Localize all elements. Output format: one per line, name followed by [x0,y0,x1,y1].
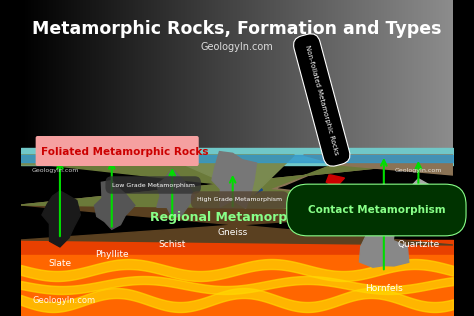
Polygon shape [156,169,195,218]
Polygon shape [222,166,245,194]
Text: GeologyIn.com: GeologyIn.com [201,42,273,52]
Text: Metamorphic Rocks, Formation and Types: Metamorphic Rocks, Formation and Types [32,20,442,38]
Text: GeologyIn.com: GeologyIn.com [395,168,442,173]
Polygon shape [176,160,263,195]
Polygon shape [51,203,70,231]
Polygon shape [394,179,434,219]
Polygon shape [164,182,183,207]
Text: Gneiss: Gneiss [218,228,248,236]
Polygon shape [326,175,349,192]
Text: Quartzite: Quartzite [397,240,439,249]
Polygon shape [21,155,294,195]
Polygon shape [42,191,81,247]
Text: Non-foliated Metamorphic Rocks: Non-foliated Metamorphic Rocks [304,45,339,155]
Text: Low Grade Metamorphism: Low Grade Metamorphism [112,183,195,187]
Text: GeologyIn.com: GeologyIn.com [32,168,79,173]
Text: Phyllite: Phyllite [95,250,128,258]
Polygon shape [372,236,396,257]
Text: Regional Metamorphism: Regional Metamorphism [150,211,320,224]
Text: Slate: Slate [48,259,72,268]
Text: High Grade Metamorphism: High Grade Metamorphism [197,198,283,203]
Text: Hornfels: Hornfels [365,284,403,293]
Polygon shape [406,191,426,210]
Text: Schist: Schist [158,240,186,249]
Polygon shape [21,205,453,245]
FancyBboxPatch shape [36,136,199,166]
Polygon shape [94,181,135,229]
Text: GeologyIn.com: GeologyIn.com [32,296,95,305]
Polygon shape [103,193,123,217]
Text: Foliated Metamorphic Rocks: Foliated Metamorphic Rocks [41,147,209,157]
Polygon shape [359,225,409,267]
Polygon shape [212,152,256,208]
Text: Contact Metamorphism: Contact Metamorphism [308,205,445,215]
Polygon shape [21,158,453,210]
Polygon shape [303,155,453,175]
Polygon shape [21,160,453,210]
